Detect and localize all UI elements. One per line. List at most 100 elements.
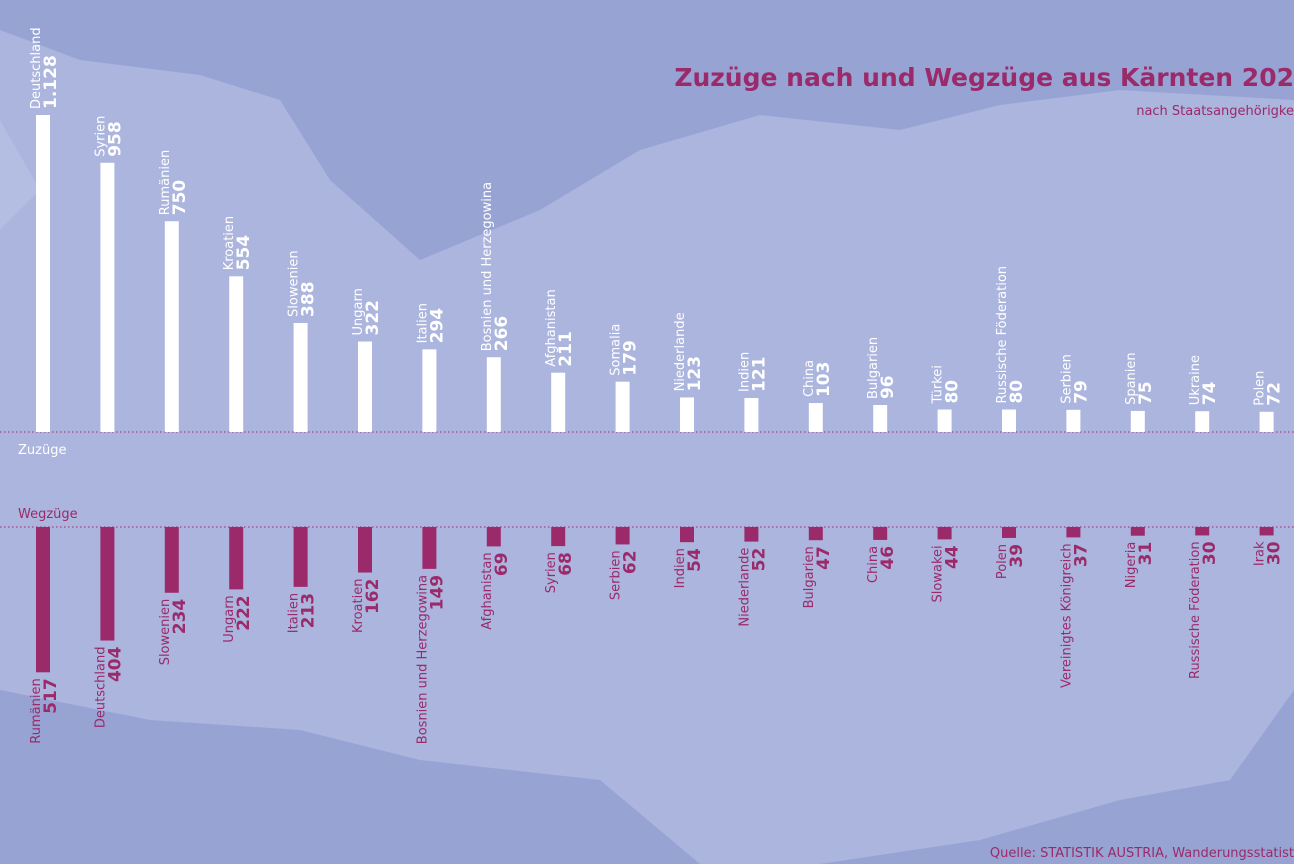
value-label: 96 bbox=[878, 375, 898, 399]
category-label: Niederlande bbox=[737, 548, 752, 627]
bar bbox=[422, 349, 437, 432]
value-label: 322 bbox=[363, 300, 383, 336]
map-shape bbox=[0, 30, 1294, 864]
bar bbox=[1066, 409, 1081, 432]
value-label: 517 bbox=[41, 678, 61, 714]
bar bbox=[873, 405, 888, 432]
bar bbox=[744, 397, 759, 432]
bar bbox=[358, 341, 372, 432]
value-label: 68 bbox=[556, 552, 576, 576]
bar bbox=[808, 527, 823, 541]
value-label: 47 bbox=[814, 546, 834, 570]
category-label: Rumänien bbox=[158, 150, 173, 215]
map-shape bbox=[0, 30, 40, 230]
category-label: Afghanistan bbox=[544, 289, 559, 366]
value-label: 72 bbox=[1265, 382, 1285, 406]
category-label: Slowenien bbox=[158, 599, 173, 666]
bar bbox=[422, 527, 437, 569]
category-label: Italien bbox=[415, 303, 430, 343]
category-label: Syrien bbox=[93, 116, 108, 157]
bar bbox=[1066, 527, 1081, 538]
bar bbox=[100, 527, 115, 641]
bar bbox=[36, 115, 50, 432]
value-label: 37 bbox=[1071, 543, 1091, 567]
value-label: 958 bbox=[105, 121, 125, 157]
bar bbox=[1002, 527, 1016, 538]
category-label: Polen bbox=[1253, 371, 1268, 406]
category-label: Bosnien und Herzegowina bbox=[480, 182, 495, 351]
section-label: Wegzüge bbox=[18, 507, 78, 522]
bar bbox=[1195, 411, 1210, 432]
value-label: 80 bbox=[1007, 380, 1027, 404]
bar bbox=[486, 357, 501, 432]
category-label: China bbox=[866, 546, 881, 583]
category-label: Ungarn bbox=[222, 595, 237, 642]
category-label: Italien bbox=[287, 593, 302, 633]
title: Zuzüge nach und Wegzüge aus Kärnten 202 bbox=[674, 63, 1294, 92]
category-label: Somalia bbox=[609, 324, 624, 376]
category-label: Afghanistan bbox=[480, 552, 495, 629]
category-label: Indien bbox=[737, 352, 752, 392]
category-label: Deutschland bbox=[93, 647, 108, 729]
subtitle: nach Staatsangehörigke bbox=[1136, 104, 1294, 119]
value-label: 30 bbox=[1265, 541, 1285, 565]
value-label: 149 bbox=[427, 575, 447, 611]
value-label: 79 bbox=[1071, 380, 1091, 404]
category-label: Rumänien bbox=[29, 678, 44, 743]
bar bbox=[744, 527, 759, 542]
category-label: Nigeria bbox=[1124, 542, 1139, 589]
value-label: 30 bbox=[1200, 541, 1220, 565]
value-label: 222 bbox=[234, 595, 254, 631]
value-label: 211 bbox=[556, 331, 576, 367]
category-label: Bulgarien bbox=[802, 546, 817, 608]
bar bbox=[680, 527, 694, 543]
bar bbox=[1195, 527, 1210, 536]
bar bbox=[293, 527, 308, 587]
category-label: Serbien bbox=[1059, 354, 1074, 404]
value-label: 46 bbox=[878, 546, 898, 570]
category-label: Irak bbox=[1253, 541, 1268, 566]
value-label: 52 bbox=[749, 548, 769, 572]
value-label: 750 bbox=[170, 180, 190, 216]
category-label: Russische Föderation bbox=[1188, 541, 1203, 679]
value-label: 213 bbox=[299, 593, 319, 629]
bar bbox=[551, 372, 566, 432]
value-label: 54 bbox=[685, 548, 705, 572]
category-label: Serbien bbox=[609, 550, 624, 600]
bar bbox=[100, 162, 115, 432]
value-label: 404 bbox=[105, 646, 125, 682]
category-label: Indien bbox=[673, 548, 688, 588]
bar bbox=[358, 527, 372, 573]
category-label: Kroatien bbox=[222, 216, 237, 270]
bar bbox=[293, 322, 308, 432]
bar bbox=[1259, 527, 1274, 536]
category-label: Russische Föderation bbox=[995, 266, 1010, 404]
bar bbox=[36, 527, 50, 673]
category-label: Polen bbox=[995, 544, 1010, 579]
bar bbox=[615, 527, 630, 545]
category-label: Deutschland bbox=[29, 27, 44, 109]
value-label: 31 bbox=[1136, 542, 1156, 566]
category-label: Spanien bbox=[1124, 352, 1139, 405]
bar bbox=[551, 527, 566, 547]
bar bbox=[1130, 527, 1145, 536]
category-label: China bbox=[802, 360, 817, 397]
category-label: Türkei bbox=[931, 365, 946, 404]
section-label: Zuzüge bbox=[18, 443, 66, 458]
bar bbox=[229, 527, 244, 590]
value-label: 179 bbox=[621, 340, 641, 376]
value-label: 294 bbox=[427, 308, 447, 344]
value-label: 74 bbox=[1200, 381, 1220, 405]
value-label: 234 bbox=[170, 599, 190, 635]
value-label: 62 bbox=[621, 550, 641, 574]
value-label: 388 bbox=[299, 281, 319, 317]
bar bbox=[164, 527, 179, 593]
value-label: 266 bbox=[492, 316, 512, 352]
bar bbox=[937, 409, 952, 432]
bar bbox=[229, 276, 244, 432]
bar bbox=[873, 527, 888, 540]
value-label: 1.128 bbox=[41, 55, 61, 109]
value-label: 44 bbox=[943, 545, 963, 569]
value-label: 162 bbox=[363, 579, 383, 615]
category-label: Vereinigtes Königreich bbox=[1059, 543, 1074, 688]
